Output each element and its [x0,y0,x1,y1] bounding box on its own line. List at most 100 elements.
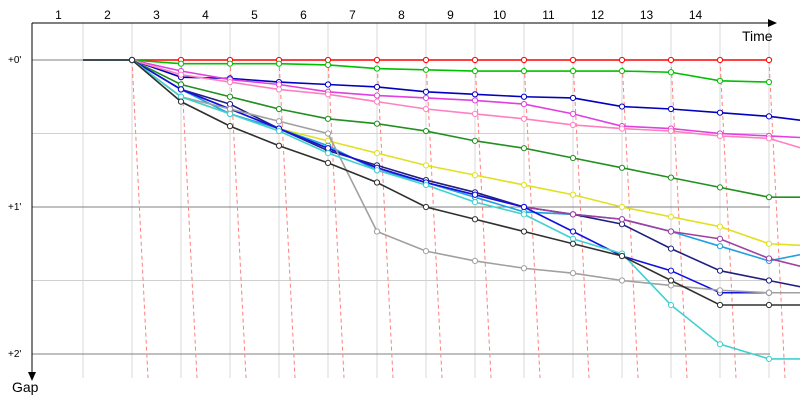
series-line [83,59,800,139]
data-point [618,56,626,64]
x-tick-label: 2 [104,8,111,22]
data-point [569,67,577,75]
x-tick-label: 13 [640,8,654,22]
series-line-group [83,56,773,64]
data-point [765,56,773,64]
series-line-group [83,56,800,264]
data-point [373,167,381,174]
data-point [275,118,283,125]
data-point [520,93,528,100]
data-point [569,228,577,235]
data-point [520,145,528,152]
data-point [667,174,675,181]
data-point [520,181,528,189]
data-point [471,110,479,118]
data-point [471,257,479,264]
series-line [83,59,800,122]
data-point [422,94,430,102]
data-point [618,203,626,211]
x-tick-label: 12 [591,8,605,22]
data-point [569,154,577,162]
series-line-group [83,56,800,122]
data-point [373,120,381,127]
data-point [324,61,332,69]
data-point [569,94,577,102]
data-point [324,150,332,157]
data-point [569,211,577,218]
data-point [716,287,724,294]
data-point [373,56,381,64]
x-tick-label: 6 [300,8,307,22]
series-line [83,59,800,294]
data-point [471,137,479,144]
data-point [765,78,773,86]
data-point [765,240,773,247]
data-point [520,101,528,108]
data-point [324,115,332,122]
data-point [520,67,528,75]
data-point [716,223,724,230]
series-line [83,59,800,306]
series-line-group [83,56,800,362]
data-point [618,164,626,171]
x-tick-label: 7 [349,8,356,22]
data-point [765,301,773,309]
data-point [128,56,136,64]
data-point [618,103,626,110]
data-point [716,56,724,64]
data-point [667,56,675,64]
data-point [373,228,381,235]
data-point [177,71,185,78]
series-line-group [83,56,800,268]
data-point [618,216,626,223]
data-point [275,105,283,113]
data-point [226,78,234,86]
data-point [667,245,675,252]
grid [32,23,770,378]
data-point [765,355,773,362]
data-point [765,194,773,201]
y-axis-title: Gap [12,379,39,395]
data-point [569,240,577,247]
data-point [716,301,724,309]
data-point [716,132,724,140]
data-point [667,69,675,76]
data-point [618,67,626,75]
data-point [373,92,381,99]
data-point [618,252,626,260]
pit-stop-line [327,59,345,379]
data-point [373,83,381,91]
x-tick-label: 14 [689,8,703,22]
data-point [716,77,724,84]
data-point [275,60,283,67]
data-point [471,56,479,64]
series-line [83,59,800,360]
x-tick-label: 3 [153,8,160,22]
pit-stop-line [768,59,786,379]
x-tick-label: 4 [202,8,209,22]
data-point [667,127,675,135]
pit-stop-line [376,59,394,379]
data-point [716,243,724,250]
data-point [765,135,773,142]
data-point [520,115,528,122]
x-tick-label: 1 [55,8,62,22]
pit-stop-line [719,59,737,379]
data-point [765,289,773,296]
data-point [667,267,675,274]
data-point [324,130,332,137]
data-point [275,86,283,93]
series-line-group [83,56,800,201]
data-point [618,277,626,284]
data-point [716,184,724,191]
y-tick-label: +0' [8,55,21,66]
series-line [83,59,800,288]
series-line [83,59,800,247]
data-point [471,91,479,98]
x-tick-labels: 1 2 3 4 5 6 7 8 9 10 11 12 13 14 [55,8,702,22]
data-point [226,123,234,130]
data-point [226,110,234,118]
data-point [177,60,185,67]
series-line-group [83,56,800,309]
